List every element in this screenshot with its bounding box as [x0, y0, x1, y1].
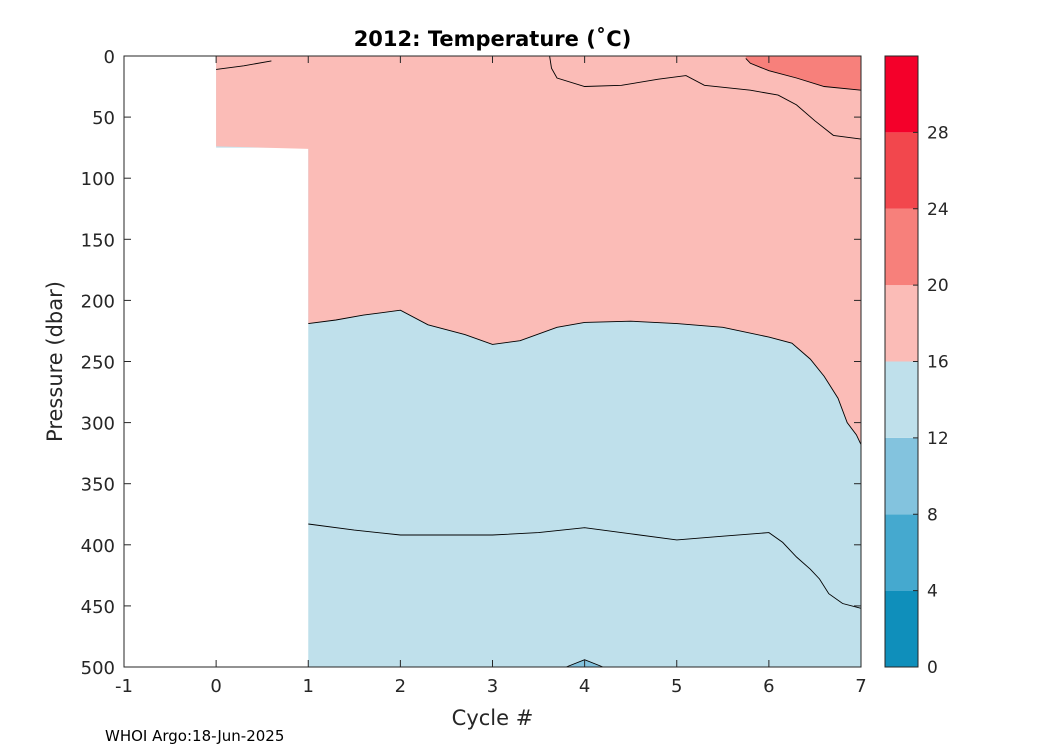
y-tick-label: 300 [81, 414, 115, 435]
colorbar-tick-label: 8 [927, 505, 938, 525]
colorbar-tick-label: 24 [927, 200, 949, 220]
y-tick-label: 350 [81, 475, 115, 496]
contour-region-20-24 [745, 56, 861, 91]
colorbar-tick-label: 4 [927, 582, 938, 602]
y-tick-label: 200 [81, 291, 115, 312]
y-tick-label: 150 [81, 230, 115, 251]
y-tick-label: 450 [81, 597, 115, 618]
x-tick-label: -1 [115, 676, 133, 697]
y-tick-label: 500 [81, 658, 115, 679]
contour-line-16 [308, 309, 862, 445]
colorbar-swatch-16-20 [885, 285, 918, 362]
y-tick-label: 50 [92, 108, 115, 129]
y-tick-label: 100 [81, 169, 115, 190]
colorbar-swatch-4-8 [885, 514, 918, 591]
contour-fill-layer [216, 56, 862, 667]
x-tick-label: 3 [487, 676, 498, 697]
colorbar-swatch-0-4 [885, 590, 918, 667]
contour-line-8 [566, 659, 604, 668]
y-tick-label: 400 [81, 536, 115, 557]
colorbar: 0 4 8 12 16 20 24 28 [884, 55, 949, 678]
x-axis: -1 0 1 2 3 4 5 6 7 [115, 56, 867, 697]
chart-title: 2012: Temperature (˚C) [354, 27, 632, 51]
colorbar-swatch-12-16 [885, 361, 918, 438]
contour-region-16-20 [216, 56, 862, 445]
y-axis-label: Pressure (dbar) [43, 281, 67, 442]
x-axis-label: Cycle # [452, 706, 534, 730]
footer-credit: WHOI Argo:18-Jun-2025 [105, 727, 284, 745]
x-tick-label: 4 [579, 676, 590, 697]
x-tick-label: 7 [855, 676, 866, 697]
contour-line-12 [308, 523, 862, 609]
colorbar-tick-label: 12 [927, 429, 949, 449]
x-tick-label: 5 [671, 676, 682, 697]
y-tick-label: 250 [81, 353, 115, 374]
contour-line-20 [745, 58, 862, 91]
contour-line-layer [216, 55, 862, 668]
colorbar-swatch-8-12 [885, 437, 918, 515]
contour-line-16 [549, 55, 862, 140]
x-tick-label: 6 [763, 676, 774, 697]
colorbar-swatch-28-32 [885, 56, 918, 133]
colorbar-tick-label: 0 [927, 658, 938, 678]
colorbar-swatch-20-24 [885, 208, 918, 286]
x-tick-label: 0 [210, 676, 221, 697]
y-axis: 0 50 100 150 200 250 300 350 400 450 500 [81, 47, 861, 679]
colorbar-tick-label: 20 [927, 276, 949, 296]
y-tick-label: 0 [104, 47, 115, 68]
colorbar-tick-label: 28 [927, 123, 949, 143]
contour-line-16 [216, 60, 272, 70]
colorbar-tick-label: 16 [927, 353, 949, 373]
x-tick-label: 2 [395, 676, 406, 697]
x-tick-label: 1 [303, 676, 314, 697]
colorbar-swatch-24-28 [885, 132, 918, 209]
